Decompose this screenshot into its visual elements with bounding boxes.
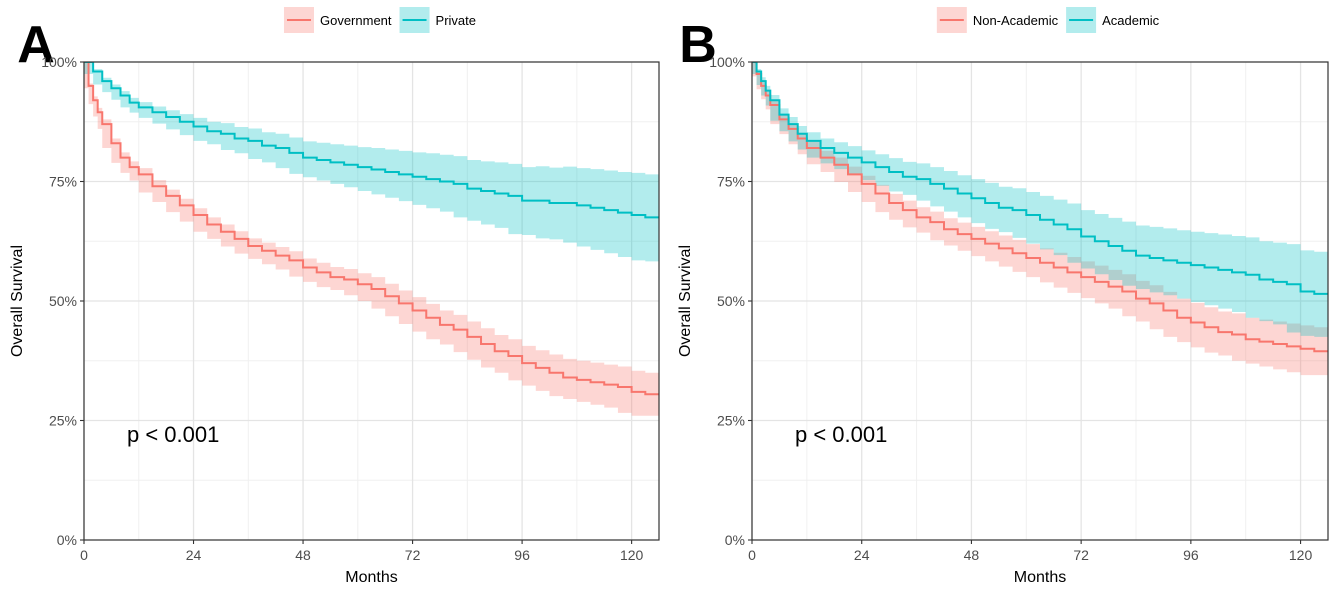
- y-tick-label: 0%: [725, 532, 745, 548]
- ci-band-government: [84, 62, 659, 416]
- ci-band-academic: [752, 62, 1328, 337]
- legend-item: Private: [399, 7, 476, 33]
- x-tick-label: 120: [1289, 547, 1313, 563]
- y-tick-label: 50%: [49, 293, 77, 309]
- x-tick-label: 0: [748, 547, 756, 563]
- y-axis-title: Overall Survival: [677, 245, 694, 357]
- x-tick-label: 24: [186, 547, 202, 563]
- legend-label: Private: [436, 13, 476, 28]
- legend-item: Government: [283, 7, 392, 33]
- x-tick-label: 48: [295, 547, 311, 563]
- y-tick-label: 0%: [57, 532, 77, 548]
- x-axis-title: Months: [1014, 569, 1066, 586]
- x-tick-label: 72: [1073, 547, 1089, 563]
- y-tick-label: 100%: [709, 54, 745, 70]
- x-axis-title: Months: [345, 569, 397, 586]
- y-tick-label: 75%: [49, 174, 77, 190]
- legend: Non-Academic Academic: [936, 7, 1160, 33]
- y-axis-title: Overall Survival: [9, 245, 26, 357]
- ci-band-private: [84, 62, 659, 262]
- panel-letter: B: [679, 16, 717, 74]
- x-tick-label: 24: [854, 547, 870, 563]
- x-tick-label: 120: [620, 547, 644, 563]
- y-tick-label: 25%: [717, 413, 745, 429]
- legend-label: Academic: [1102, 13, 1160, 28]
- y-tick-label: 50%: [717, 293, 745, 309]
- x-tick-label: 48: [964, 547, 980, 563]
- legend-label: Government: [320, 13, 392, 28]
- y-tick-label: 75%: [717, 174, 745, 190]
- series-line-academic: [752, 62, 1328, 295]
- y-tick-label: 100%: [41, 54, 77, 70]
- x-tick-label: 96: [1183, 547, 1199, 563]
- data-layer: [84, 62, 659, 416]
- panel-b: B 0 24 48 72 96 120 0% 25% 50% 75% 100% Months Overal…: [677, 7, 1329, 586]
- legend-item: Academic: [1066, 7, 1160, 33]
- legend-label: Non-Academic: [973, 13, 1059, 28]
- series-line-government: [84, 62, 659, 396]
- panel-letter: A: [17, 16, 55, 74]
- ci-band-non-academic: [752, 62, 1328, 376]
- panel-a: A 0 24 48 72 96 120 0% 25% 50% 75% 100% Months Overal…: [9, 7, 660, 586]
- p-value-annotation: p < 0.001: [127, 422, 219, 447]
- data-layer: [752, 62, 1328, 376]
- p-value-annotation: p < 0.001: [795, 422, 887, 447]
- x-tick-label: 72: [405, 547, 421, 563]
- x-tick-label: 96: [514, 547, 530, 563]
- y-tick-label: 25%: [49, 413, 77, 429]
- x-tick-label: 0: [80, 547, 88, 563]
- legend: Government Private: [283, 7, 476, 33]
- legend-item: Non-Academic: [936, 7, 1059, 33]
- series-line-private: [84, 62, 659, 219]
